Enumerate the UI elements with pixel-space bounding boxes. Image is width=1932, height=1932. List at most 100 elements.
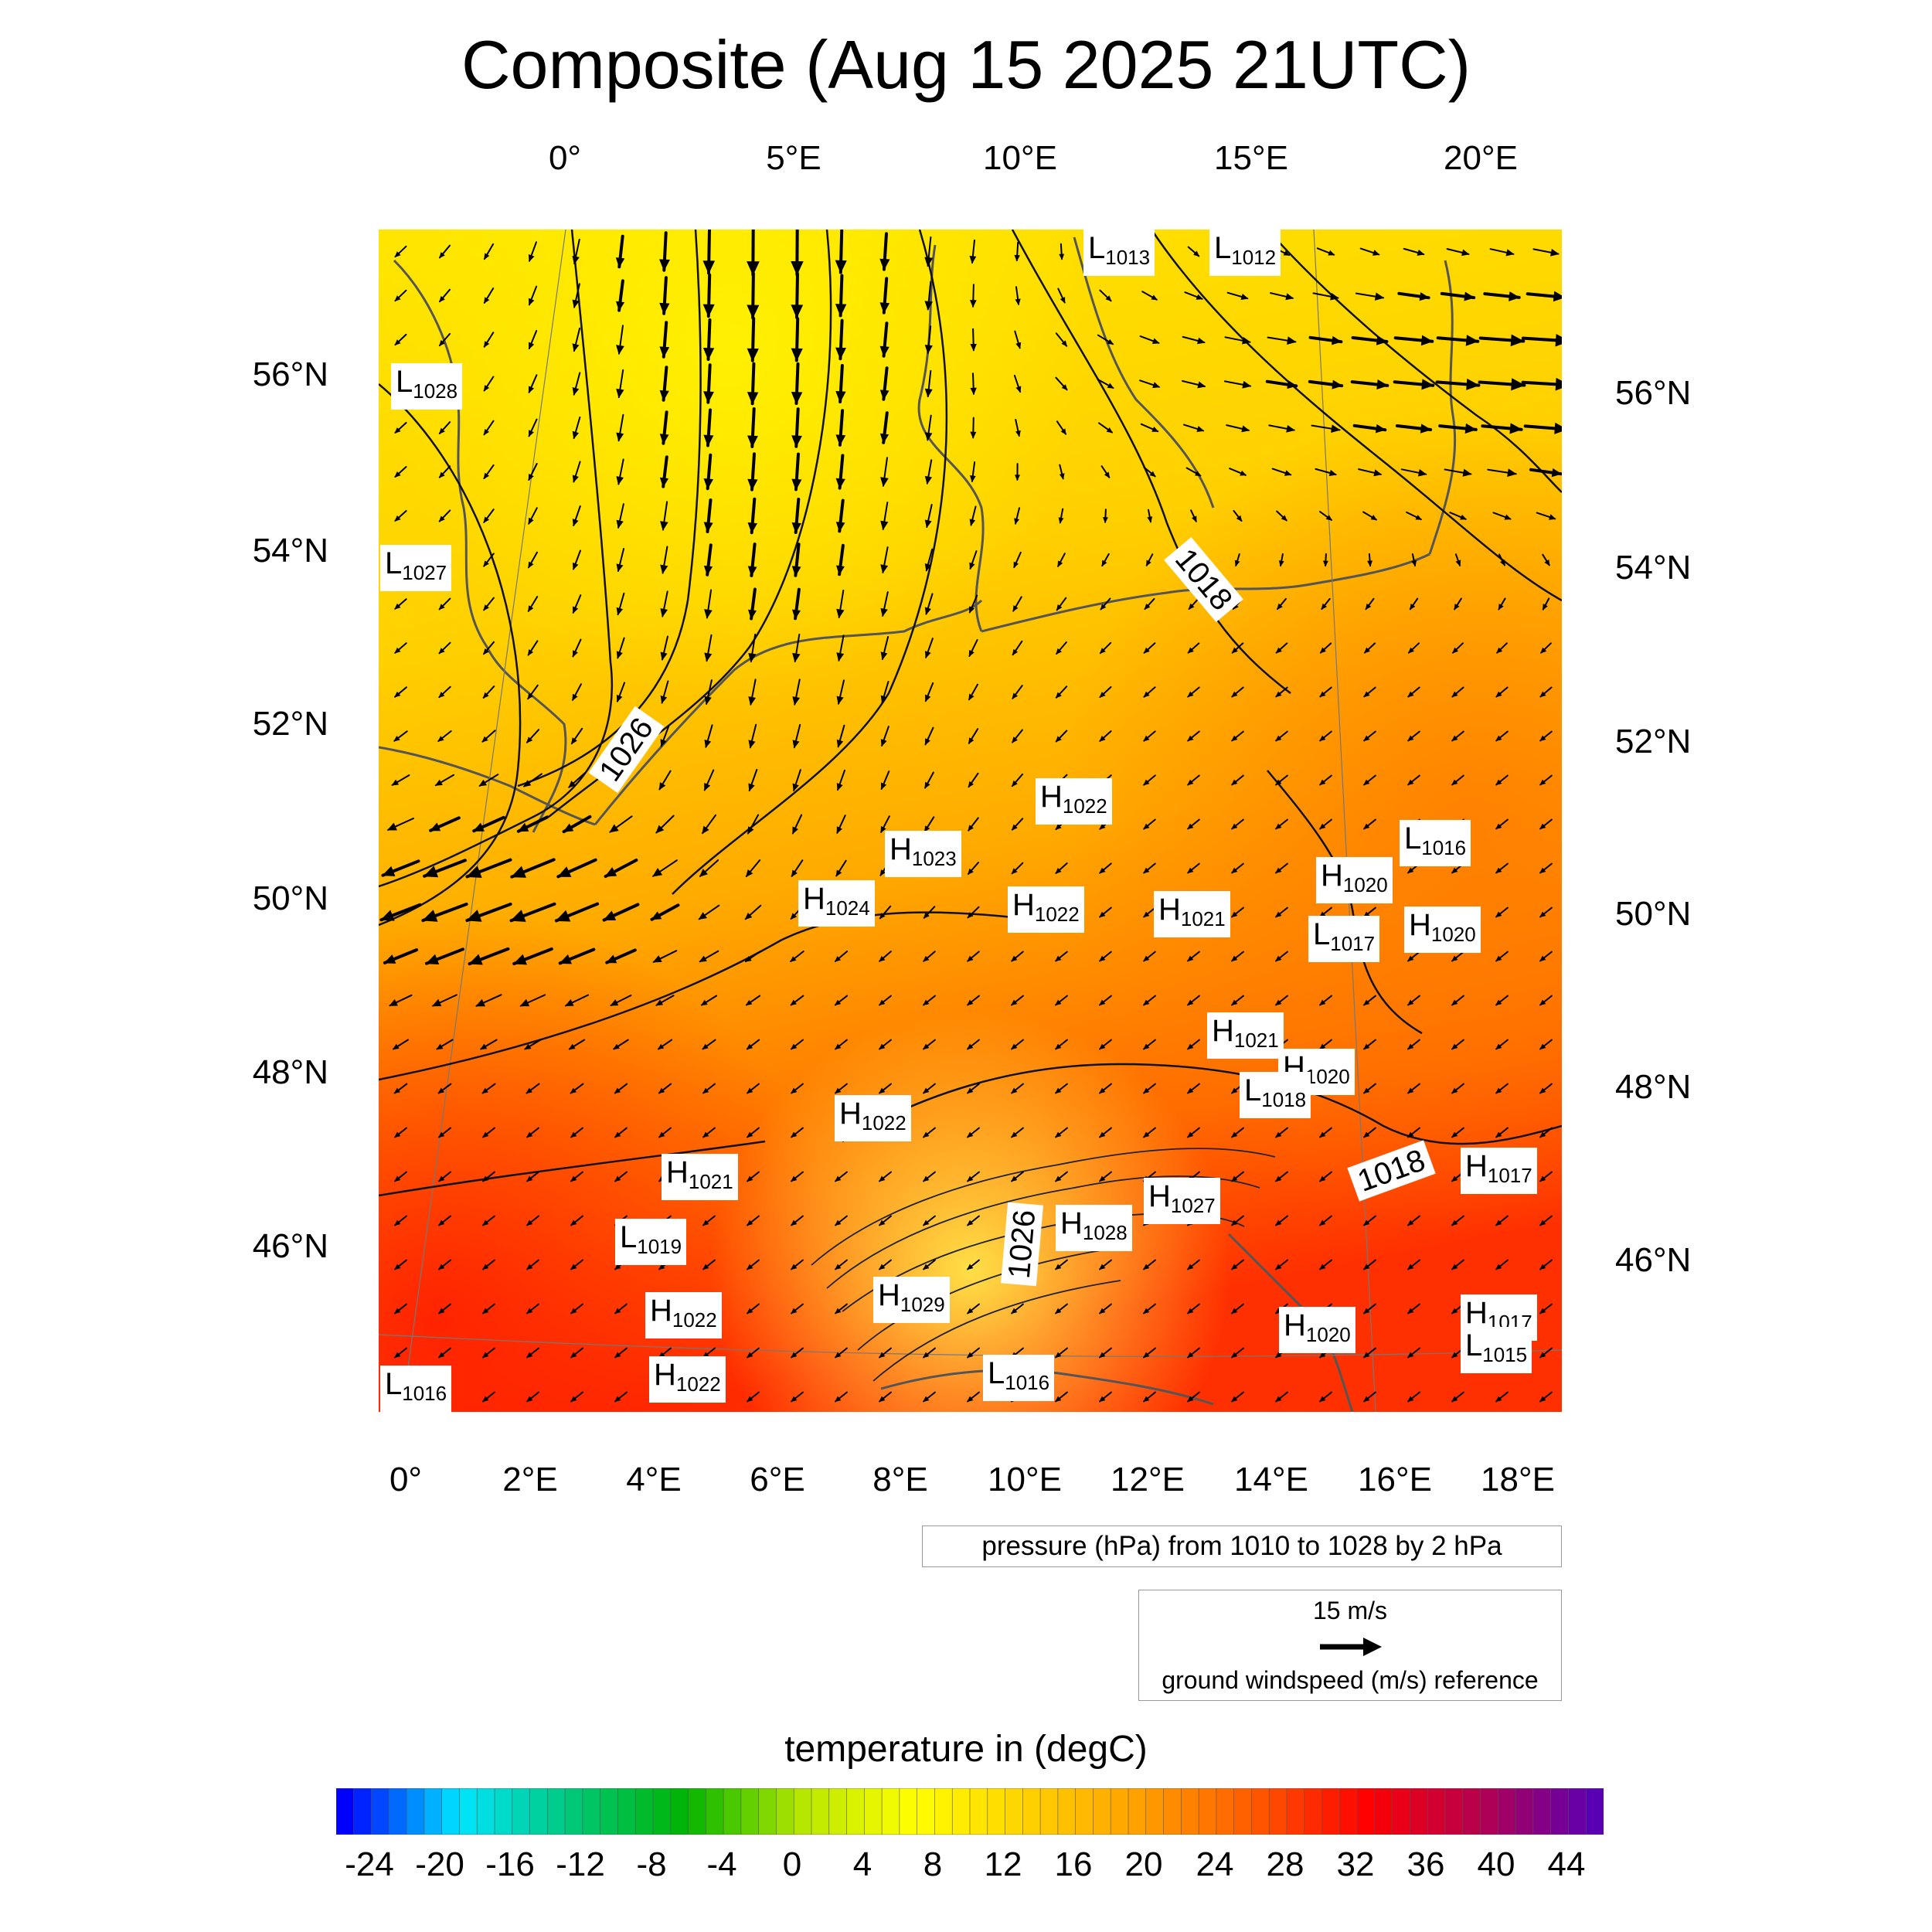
colorbar-swatch: [828, 1788, 848, 1835]
wind-vector-head: [1143, 823, 1150, 830]
wind-vector-head: [572, 606, 579, 614]
colorbar-label: -20: [415, 1845, 464, 1883]
wind-vector-head: [1012, 648, 1019, 656]
wind-vector-head: [748, 652, 757, 663]
wind-vector-head: [747, 522, 758, 534]
isobar: [1267, 230, 1562, 493]
isobar: [826, 1175, 1260, 1289]
wind-vector-head: [1102, 517, 1108, 523]
wind-vector-head: [1332, 335, 1342, 345]
wind-vector-head: [1363, 1131, 1370, 1138]
wind-vector-head: [792, 696, 801, 706]
wind-vector-head: [1321, 603, 1328, 611]
wind-vector-head: [1015, 430, 1021, 437]
wind-vector-head: [1011, 1175, 1018, 1182]
left-lat-label: 46°N: [252, 1227, 328, 1265]
wind-vector-head: [1231, 867, 1238, 874]
wind-vector-head: [616, 694, 623, 702]
colorbar-label: 36: [1406, 1845, 1445, 1883]
wind-vector-head: [526, 1087, 532, 1094]
wind-vector-head: [1193, 250, 1200, 257]
colorbar-swatch: [969, 1788, 988, 1835]
wind-vector-head: [968, 650, 975, 657]
colorbar-swatch: [1568, 1788, 1587, 1835]
wind-vector-head: [924, 607, 931, 615]
right-lat-label: 52°N: [1615, 723, 1692, 760]
wind-vector-head: [791, 1308, 798, 1315]
wind-vector-head: [1451, 1308, 1458, 1315]
wind-vector-head: [968, 825, 974, 832]
wind-vector-head: [1407, 779, 1414, 786]
temperature-field-alps: [379, 230, 1562, 1412]
wind-vector-head: [1373, 469, 1383, 477]
wind-vector-head: [923, 1131, 930, 1138]
wind-vector-head: [791, 304, 804, 318]
wind-vector-head: [439, 296, 445, 303]
colorbar-swatch: [1039, 1788, 1059, 1835]
wind-vector-head: [879, 302, 890, 314]
wind-vector-head: [1464, 423, 1478, 434]
colorbar-swatch: [1005, 1788, 1024, 1835]
wind-vector-head: [429, 822, 441, 832]
wind-vector-head: [1407, 1043, 1414, 1050]
wind-reference-arrow-icon: [1320, 1638, 1382, 1656]
colorbar-swatch: [459, 1788, 478, 1835]
colorbar-swatch: [1444, 1788, 1464, 1835]
wind-vector-head: [704, 740, 712, 748]
wind-vector-head: [660, 696, 668, 704]
colorbar-swatch: [1550, 1788, 1570, 1835]
wind-vector-head: [1407, 1131, 1414, 1138]
wind-vector-head: [1012, 692, 1019, 699]
wind-vector-head: [1539, 779, 1546, 786]
wind-vector-head: [1151, 426, 1159, 432]
top-lon-label: 10°E: [983, 139, 1057, 177]
wind-vector-head: [967, 1219, 974, 1226]
wind-vector-head: [1407, 1352, 1414, 1359]
wind-vector-head: [393, 1087, 400, 1094]
wind-vector-head: [483, 472, 490, 480]
wind-vector-head: [660, 608, 668, 617]
wind-vector-head: [1539, 867, 1546, 874]
colorbar-swatch: [336, 1788, 355, 1835]
wind-vector-head: [658, 1264, 665, 1270]
wind-vector-head: [747, 304, 760, 319]
wind-vector-head: [879, 433, 889, 444]
wind-vector-head: [482, 1396, 489, 1403]
pressure-center: H1022: [835, 1095, 911, 1141]
coastline-channel: [379, 746, 596, 826]
wind-vector-head: [660, 651, 668, 661]
colorbar-swatch: [1233, 1788, 1253, 1835]
wind-vector-head: [924, 257, 934, 267]
colorbar-swatch: [582, 1788, 601, 1835]
wind-vector-head: [557, 866, 572, 877]
wind-vector-head: [1278, 560, 1284, 567]
wind-vector-head: [1099, 1175, 1106, 1182]
wind-vector-head: [1370, 515, 1377, 521]
graticule: [379, 230, 1562, 1412]
wind-vector-head: [967, 955, 974, 962]
wind-vector-head: [791, 1352, 798, 1359]
wind-vector-head: [394, 295, 401, 302]
wind-vector-head: [1187, 1308, 1194, 1315]
wind-vector-head: [791, 522, 801, 534]
isobar: [811, 1148, 1276, 1266]
wind-vector-head: [527, 692, 533, 700]
colorbar-swatch: [371, 1788, 390, 1835]
wind-vector-head: [482, 1308, 489, 1315]
wind-vector-head: [1363, 823, 1370, 830]
wind-vector-head: [528, 474, 534, 481]
wind-vector-head: [394, 647, 401, 654]
wind-vector-head: [924, 563, 932, 572]
colorbar-label: 32: [1336, 1845, 1375, 1883]
wind-vector-head: [1231, 1396, 1238, 1403]
wind-vector-head: [1015, 342, 1022, 349]
wind-vector-head: [394, 339, 401, 345]
wind-vector-head: [438, 648, 445, 655]
wind-vector-head: [1277, 603, 1283, 611]
wind-vector-head: [526, 1396, 533, 1403]
wind-vector-head: [614, 1352, 621, 1359]
wind-vector-head: [1056, 648, 1062, 655]
wind-vector-head: [924, 825, 930, 832]
wind-vector-head: [1275, 735, 1282, 742]
wind-vector-head: [438, 1175, 445, 1182]
